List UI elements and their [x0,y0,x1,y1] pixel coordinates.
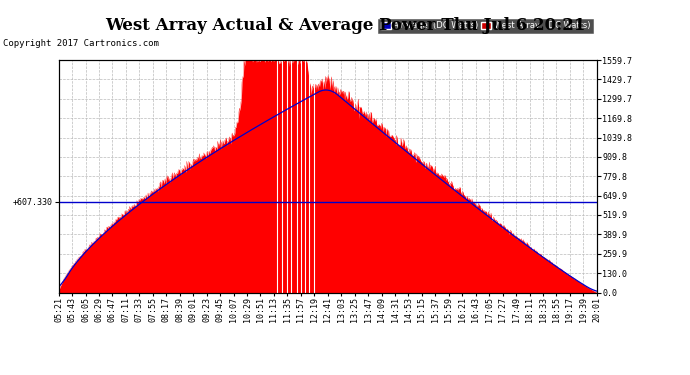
Text: West Array Actual & Average Power Thu Jul 6 20:21: West Array Actual & Average Power Thu Ju… [105,17,585,34]
Legend: Average  (DC Watts), West Array  (DC Watts): Average (DC Watts), West Array (DC Watts… [378,19,593,33]
Text: Copyright 2017 Cartronics.com: Copyright 2017 Cartronics.com [3,39,159,48]
